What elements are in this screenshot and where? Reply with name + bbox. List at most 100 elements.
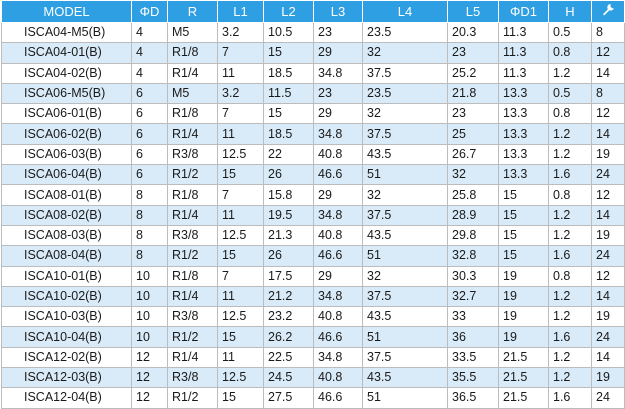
cell-l2: 26 xyxy=(263,164,314,186)
table-row: ISCA08-04(B) 8 R1/2 15 26 46.6 51 32.8 15 1.6 24 xyxy=(1,245,625,267)
cell-wrench-size: 24 xyxy=(591,245,625,267)
cell-l4: 37.5 xyxy=(362,204,448,226)
cell-wrench-size: 19 xyxy=(591,224,625,247)
cell-l4: 32 xyxy=(362,265,448,287)
table-row: ISCA06-02(B) 6 R1/4 11 18.5 34.8 37.5 25 13.3 1.2… xyxy=(1,123,625,145)
cell-model: ISCA06-01(B) xyxy=(1,103,132,125)
cell-phi-d1: 21.5 xyxy=(498,367,549,389)
cell-l4: 51 xyxy=(362,326,448,348)
cell-wrench-size: 12 xyxy=(591,265,625,287)
cell-model: ISCA06-M5(B) xyxy=(1,82,132,105)
cell-l3: 34.8 xyxy=(313,123,363,145)
cell-model: ISCA06-02(B) xyxy=(1,123,132,145)
cell-wrench-size: 14 xyxy=(591,204,625,226)
table-row: ISCA12-04(B) 12 R1/2 15 27.5 46.6 51 36.5 21.5 1.… xyxy=(1,387,625,409)
cell-r: R1/4 xyxy=(167,285,218,308)
cell-wrench-size: 14 xyxy=(591,123,625,145)
cell-l5: 26.7 xyxy=(447,143,499,166)
cell-h: 1.2 xyxy=(548,367,592,389)
table-row: ISCA08-03(B) 8 R3/8 12.5 21.3 40.8 43.5 29.8 15 1… xyxy=(1,224,625,247)
cell-phi-d1: 21.5 xyxy=(498,387,549,409)
cell-r: R1/2 xyxy=(167,245,218,267)
cell-l1: 7 xyxy=(217,184,264,206)
cell-l1: 12.5 xyxy=(217,367,264,389)
header-l1: L1 xyxy=(217,0,264,23)
cell-r: R1/8 xyxy=(167,103,218,125)
cell-l1: 7 xyxy=(217,265,264,287)
cell-l1: 15 xyxy=(217,387,264,409)
cell-phi-d1: 19 xyxy=(498,306,549,328)
cell-l2: 10.5 xyxy=(263,21,314,44)
cell-l1: 3.2 xyxy=(217,21,264,44)
cell-wrench-size: 19 xyxy=(591,306,625,328)
cell-l4: 37.5 xyxy=(362,123,448,145)
cell-h: 0.8 xyxy=(548,265,592,287)
table-row: ISCA04-M5(B) 4 M5 3.2 10.5 23 23.5 20.3 11.3 0.5 8 xyxy=(1,21,625,44)
cell-l4: 43.5 xyxy=(362,306,448,328)
cell-wrench-size: 14 xyxy=(591,62,625,84)
cell-l5: 30.3 xyxy=(447,265,499,287)
cell-l3: 40.8 xyxy=(313,367,363,389)
header-h: H xyxy=(548,0,592,23)
header-row: MODEL ΦD R L1 L2 L3 L4 L5 ΦD1 H xyxy=(1,0,625,23)
cell-l3: 46.6 xyxy=(313,164,363,186)
cell-phi-d1: 13.3 xyxy=(498,82,549,105)
cell-model: ISCA12-04(B) xyxy=(1,387,132,409)
cell-model: ISCA08-04(B) xyxy=(1,245,132,267)
cell-phi-d1: 11.3 xyxy=(498,42,549,64)
cell-l5: 25.2 xyxy=(447,62,499,84)
cell-phi-d1: 11.3 xyxy=(498,62,549,84)
cell-phi-d1: 13.3 xyxy=(498,123,549,145)
cell-l5: 32.7 xyxy=(447,285,499,308)
cell-phi-d: 12 xyxy=(131,346,168,369)
cell-model: ISCA08-02(B) xyxy=(1,204,132,226)
cell-l3: 34.8 xyxy=(313,204,363,226)
cell-wrench-size: 8 xyxy=(591,82,625,105)
table-row: ISCA06-M5(B) 6 M5 3.2 11.5 23 23.5 21.8 13.3 0.5 8 xyxy=(1,82,625,105)
cell-r: R3/8 xyxy=(167,143,218,166)
header-l4: L4 xyxy=(362,0,448,23)
cell-l2: 15.8 xyxy=(263,184,314,206)
cell-l4: 43.5 xyxy=(362,224,448,247)
cell-wrench-size: 24 xyxy=(591,164,625,186)
wrench-icon xyxy=(601,3,615,20)
cell-phi-d: 6 xyxy=(131,82,168,105)
cell-l2: 23.2 xyxy=(263,306,314,328)
cell-l5: 33 xyxy=(447,306,499,328)
cell-l4: 37.5 xyxy=(362,346,448,369)
cell-l5: 21.8 xyxy=(447,82,499,105)
cell-model: ISCA10-02(B) xyxy=(1,285,132,308)
cell-h: 1.2 xyxy=(548,143,592,166)
cell-phi-d: 4 xyxy=(131,21,168,44)
cell-l2: 26.2 xyxy=(263,326,314,348)
cell-l5: 33.5 xyxy=(447,346,499,369)
cell-phi-d1: 19 xyxy=(498,326,549,348)
cell-phi-d1: 15 xyxy=(498,204,549,226)
cell-l2: 11.5 xyxy=(263,82,314,105)
cell-l2: 15 xyxy=(263,103,314,125)
cell-l4: 51 xyxy=(362,164,448,186)
cell-r: R1/8 xyxy=(167,265,218,287)
cell-wrench-size: 8 xyxy=(591,21,625,44)
cell-model: ISCA08-03(B) xyxy=(1,224,132,247)
cell-phi-d1: 13.3 xyxy=(498,103,549,125)
cell-r: R1/2 xyxy=(167,164,218,186)
table-row: ISCA06-04(B) 6 R1/2 15 26 46.6 51 32 13.3 1.6 24 xyxy=(1,164,625,186)
header-phi-d1: ΦD1 xyxy=(498,0,549,23)
cell-r: R1/4 xyxy=(167,62,218,84)
cell-h: 1.2 xyxy=(548,306,592,328)
cell-l3: 34.8 xyxy=(313,285,363,308)
cell-wrench-size: 12 xyxy=(591,103,625,125)
cell-l3: 23 xyxy=(313,21,363,44)
cell-phi-d1: 15 xyxy=(498,224,549,247)
cell-model: ISCA10-01(B) xyxy=(1,265,132,287)
cell-l2: 18.5 xyxy=(263,123,314,145)
cell-l5: 36 xyxy=(447,326,499,348)
cell-l2: 22.5 xyxy=(263,346,314,369)
header-l2: L2 xyxy=(263,0,314,23)
cell-wrench-size: 24 xyxy=(591,387,625,409)
cell-model: ISCA12-03(B) xyxy=(1,367,132,389)
cell-h: 1.2 xyxy=(548,346,592,369)
table-row: ISCA08-01(B) 8 R1/8 7 15.8 29 32 25.8 15 0.8 12 xyxy=(1,184,625,206)
